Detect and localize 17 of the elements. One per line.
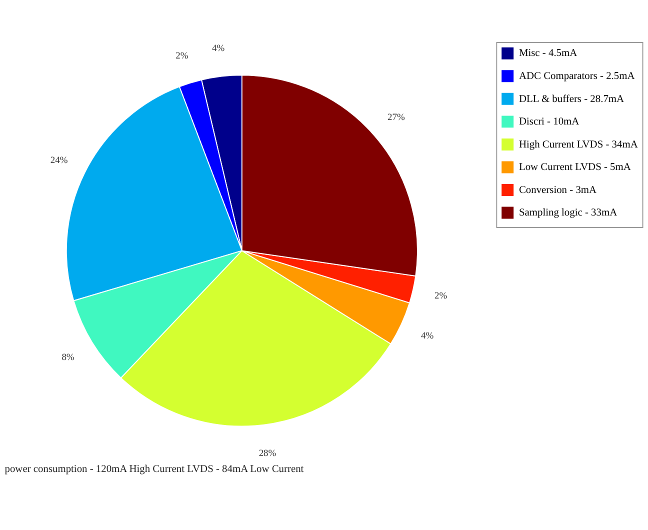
legend-label: Low Current LVDS - 5mA <box>518 162 632 174</box>
legend-label: DLL & buffers - 28.7mA <box>518 94 625 105</box>
data-label: 27% <box>388 113 405 124</box>
data-label: 4% <box>212 44 225 54</box>
legend-label: ADC Comparators - 2.5mA <box>518 70 636 82</box>
data-label: 2% <box>434 292 448 302</box>
legend-label: Misc - 4.5mA <box>518 48 578 60</box>
data-label: 2% <box>176 52 188 62</box>
legend-label: Discri - 10mA <box>518 116 580 128</box>
legend-label: Sampling logic - 33mA <box>518 208 618 219</box>
data-label: 24% <box>50 156 68 166</box>
legend-label: Conversion - 3mA <box>518 184 598 196</box>
text: power consumption - 120mA High Current LVDS - 84mA Low Current <box>4 464 304 475</box>
data-label: 4% <box>421 332 434 342</box>
legend-label: High Current LVDS - 34mA <box>518 139 638 150</box>
data-label: 8% <box>62 353 74 364</box>
data-label: 28% <box>258 448 276 459</box>
